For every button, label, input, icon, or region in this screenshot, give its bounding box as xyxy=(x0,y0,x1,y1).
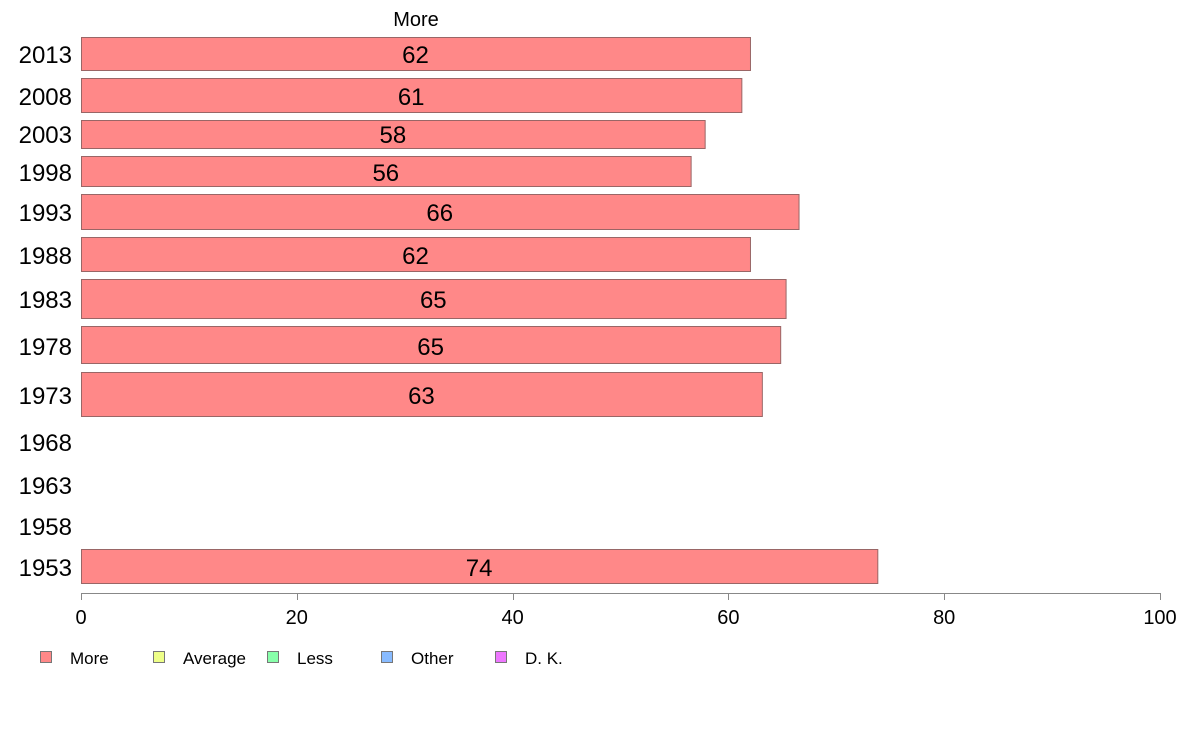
category-label-1983: 1983 xyxy=(19,287,72,314)
bar-value-label-1998: 56 xyxy=(372,160,399,187)
category-label-1968: 1968 xyxy=(19,430,72,457)
bar-value-label-1973: 63 xyxy=(408,383,435,410)
bars-layer: 62 61 58 56 66 62 65 65 63 74 xyxy=(81,37,879,584)
bar-value-label-1953: 74 xyxy=(466,555,493,582)
category-label-2003: 2003 xyxy=(19,122,72,149)
legend-swatch-other xyxy=(381,651,393,663)
category-label-1973: 1973 xyxy=(19,383,72,410)
bar-value-label-1988: 62 xyxy=(402,243,429,270)
bar-value-label-1993: 66 xyxy=(426,200,453,227)
legend-label-more: More xyxy=(70,649,109,668)
category-label-1963: 1963 xyxy=(19,473,72,500)
legend-swatch-less xyxy=(267,651,279,663)
x-tick-label-80: 80 xyxy=(933,607,955,629)
legend-label-less: Less xyxy=(297,649,333,668)
category-label-1988: 1988 xyxy=(19,243,72,270)
category-label-1953: 1953 xyxy=(19,555,72,582)
bar-1993 xyxy=(81,194,800,230)
x-tick-label-0: 0 xyxy=(75,607,86,629)
category-label-1993: 1993 xyxy=(19,200,72,227)
x-tick-label-20: 20 xyxy=(286,607,308,629)
bar-1988 xyxy=(81,237,751,272)
category-label-1998: 1998 xyxy=(19,160,72,187)
bar-1983 xyxy=(81,279,787,319)
category-label-1958: 1958 xyxy=(19,514,72,541)
legend-swatch-d-k xyxy=(495,651,507,663)
bar-value-label-2008: 61 xyxy=(398,84,425,111)
legend-label-average: Average xyxy=(183,649,246,668)
bar-2003 xyxy=(81,120,706,149)
legend-swatch-average xyxy=(153,651,165,663)
x-tick-label-60: 60 xyxy=(717,607,739,629)
x-tick-label-40: 40 xyxy=(501,607,523,629)
bar-1973 xyxy=(81,372,763,417)
legend-label-d-k: D. K. xyxy=(525,649,563,668)
bar-value-label-1983: 65 xyxy=(420,287,447,314)
bar-value-label-2013: 62 xyxy=(402,42,429,69)
bar-2008 xyxy=(81,78,743,113)
category-label-2008: 2008 xyxy=(19,84,72,111)
bar-value-label-2003: 58 xyxy=(379,122,406,149)
legend: More Average Less Other D. K. xyxy=(40,649,563,668)
category-label-1978: 1978 xyxy=(19,334,72,361)
category-label-2013: 2013 xyxy=(19,42,72,69)
category-labels: 2013 2008 2003 1998 1993 1988 1983 1978 1973 1968… xyxy=(19,42,72,582)
legend-label-other: Other xyxy=(411,649,454,668)
x-axis: 0 20 40 60 80 100 xyxy=(75,593,1177,629)
bar-1998 xyxy=(81,156,692,187)
legend-swatch-more xyxy=(40,651,52,663)
bar-2013 xyxy=(81,37,751,71)
bar-1953 xyxy=(81,549,879,584)
bar-value-label-1978: 65 xyxy=(417,334,444,361)
x-tick-label-100: 100 xyxy=(1143,607,1176,629)
bar-1978 xyxy=(81,326,782,364)
chart-title: More xyxy=(393,9,439,31)
